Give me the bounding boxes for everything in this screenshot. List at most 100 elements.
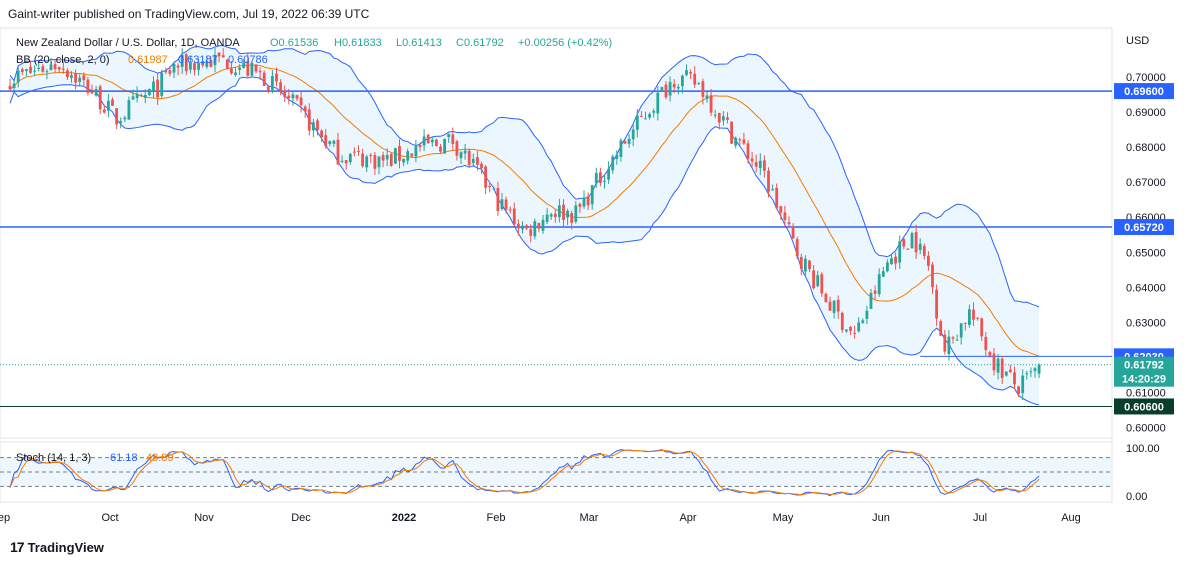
candle-body [730,121,733,144]
candle-body [635,115,639,130]
candle-body [369,154,373,157]
candle-body [976,317,979,319]
tradingview-brand[interactable]: 17 TradingView [10,539,104,555]
candle-body [41,66,45,72]
candle-body [963,322,967,324]
candle [25,68,28,77]
candle [722,111,725,126]
candle-body [910,233,914,249]
candle [676,83,680,95]
candle-body [160,72,164,96]
candle [418,142,422,152]
candle [820,272,824,297]
candle [894,252,897,270]
candle-body [402,158,405,163]
candle [508,206,512,214]
candle-body [685,70,688,76]
candle [1009,364,1012,373]
candle-body [840,312,844,330]
candle-body [664,84,668,98]
candle [303,104,307,118]
candle-body [939,321,943,336]
candle [180,48,184,74]
stoch-tick-label: 0.00 [1126,491,1147,503]
candle-body [98,86,102,110]
candle-body [180,54,184,67]
candle [734,136,738,149]
candle-body [1017,386,1020,394]
candle [840,311,844,333]
candle-body [656,92,660,114]
candle [197,58,200,76]
candle [701,78,705,105]
candle-body [205,60,209,67]
candle [463,143,467,160]
candle-body [734,138,738,146]
candle-body [266,86,270,92]
candle [631,124,635,147]
candle [447,133,451,143]
candle-body [681,75,684,87]
candle [57,66,61,73]
x-tick-label: ep [0,512,10,524]
candle-body [66,70,69,78]
candle-body [640,115,643,117]
candle [922,243,926,260]
candle-body [914,232,918,253]
candle-body [29,66,32,73]
candle-body [45,71,49,73]
candle-body [836,299,840,312]
x-tick-label: Dec [291,512,311,524]
candle-body [107,100,110,111]
candle-body [20,69,24,73]
candle-body [726,117,729,120]
candle-body [389,153,393,166]
candle [283,85,287,103]
candle-body [504,199,508,210]
candle-body [398,145,401,161]
legend-high: H0.61833 [334,37,382,49]
candle [537,222,541,233]
candle [8,78,12,92]
candle [545,208,549,225]
candle [242,59,246,69]
candle [898,235,902,270]
candle [570,210,574,230]
candle-body [74,73,77,83]
candle [685,64,688,77]
candlesticks [8,47,1041,401]
candle-body [787,222,791,225]
candle-body [594,172,598,184]
candle-body [549,214,553,217]
candle-body [152,81,155,91]
candle [373,151,377,175]
candle [410,153,414,158]
candle [947,330,951,361]
candle [918,238,922,255]
candle [517,219,520,236]
candle-body [353,151,356,153]
candle-body [348,153,352,163]
candle-body [156,79,159,98]
candle-body [373,155,377,169]
y-tick-label: 0.70000 [1126,72,1166,84]
candle [246,53,250,77]
candle-body [197,62,200,70]
candle [275,67,278,87]
candle-body [1009,369,1012,373]
bb-lower-line [9,76,1040,406]
candle-body [480,163,483,169]
candle-body [168,70,172,74]
candle-body [918,243,922,250]
candle-body [459,152,463,159]
candle [668,76,672,102]
candle-body [139,94,143,96]
candle [476,150,479,171]
candle [131,89,135,100]
candle-body [443,138,446,154]
legend-bb-basis: 0.61987 [128,54,168,66]
candle-body [291,94,295,99]
candle-body [619,140,623,157]
candle-body [853,332,856,334]
